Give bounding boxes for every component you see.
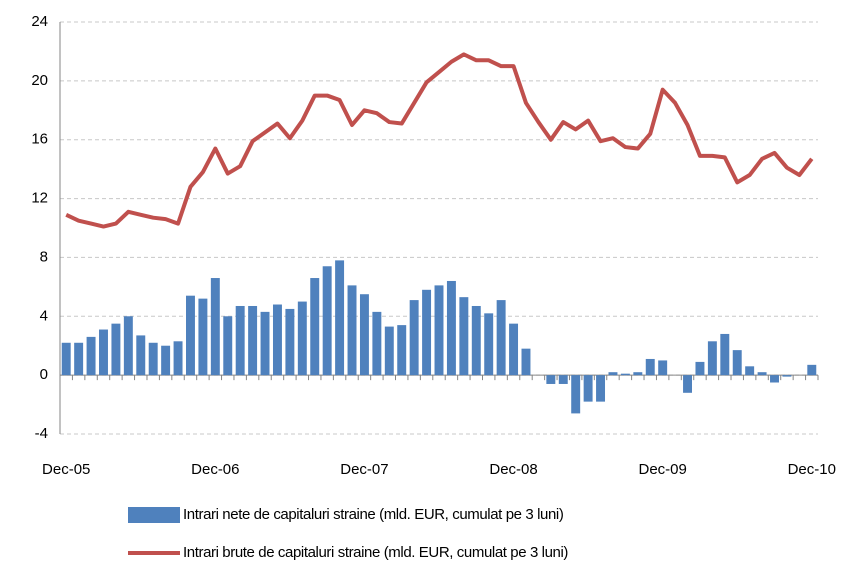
x-tick-label: Dec-06: [191, 461, 239, 478]
y-tick-label: -4: [35, 425, 48, 442]
bar: [509, 323, 519, 376]
bar: [720, 333, 730, 376]
x-tick-label: Dec-07: [340, 461, 388, 478]
bar: [223, 316, 233, 376]
bar: [384, 326, 394, 376]
bar: [446, 280, 456, 376]
bar: [496, 300, 506, 376]
bar: [707, 341, 717, 376]
y-tick-label: 0: [40, 366, 48, 383]
bar: [347, 285, 357, 376]
bar: [683, 375, 692, 393]
bar: [633, 372, 643, 376]
bar: [745, 366, 755, 376]
bar: [471, 305, 481, 376]
x-tick-label: Dec-05: [42, 461, 90, 478]
bar: [397, 325, 407, 376]
bar: [596, 375, 606, 402]
legend-swatch: [128, 507, 180, 523]
bar: [459, 297, 469, 376]
bar: [161, 345, 171, 376]
bar: [434, 285, 444, 376]
y-tick-label: 20: [31, 72, 48, 89]
bar: [297, 301, 307, 376]
bar: [235, 305, 245, 376]
bar: [658, 360, 668, 376]
legend-label: Intrari nete de capitaluri straine (mld.…: [183, 506, 564, 523]
bar: [74, 342, 84, 376]
bar: [272, 304, 282, 376]
bar: [608, 372, 618, 376]
bar: [645, 358, 655, 376]
bar: [372, 311, 382, 376]
bar: [310, 278, 320, 376]
bar: [99, 329, 108, 376]
bar: [546, 375, 556, 384]
bar: [335, 260, 345, 376]
bar: [695, 361, 705, 376]
bar: [173, 341, 183, 376]
bar: [807, 364, 817, 376]
bar: [422, 289, 432, 376]
bar: [61, 342, 71, 376]
bar: [484, 313, 494, 376]
bar: [782, 375, 792, 377]
bar: [285, 308, 295, 376]
bar: [732, 350, 742, 376]
bar: [322, 266, 332, 376]
bar: [123, 316, 133, 376]
bar: [186, 295, 195, 376]
bar: [136, 335, 146, 376]
x-tick-label: Dec-08: [489, 461, 537, 478]
bar: [558, 375, 568, 384]
y-tick-label: 4: [40, 307, 48, 324]
x-tick-label: Dec-09: [638, 461, 686, 478]
bar: [583, 375, 593, 402]
line: [65, 52, 814, 229]
bar: [260, 311, 270, 376]
y-tick-label: 16: [31, 131, 48, 148]
bar: [210, 278, 220, 376]
bar: [620, 373, 630, 376]
bar: [248, 305, 258, 376]
bar: [571, 375, 581, 414]
bar: [757, 372, 767, 376]
bar: [86, 336, 96, 376]
y-tick-label: 8: [40, 248, 48, 265]
bar: [111, 323, 121, 376]
bar: [521, 348, 531, 376]
bar: [770, 375, 779, 383]
legend-label: Intrari brute de capitaluri straine (mld…: [183, 544, 568, 561]
bar: [148, 342, 158, 376]
y-tick-label: 12: [31, 190, 48, 207]
bar: [359, 294, 369, 376]
x-tick-label: Dec-10: [788, 461, 836, 478]
bar: [198, 298, 208, 376]
y-tick-label: 24: [31, 13, 48, 30]
bar: [409, 300, 419, 376]
